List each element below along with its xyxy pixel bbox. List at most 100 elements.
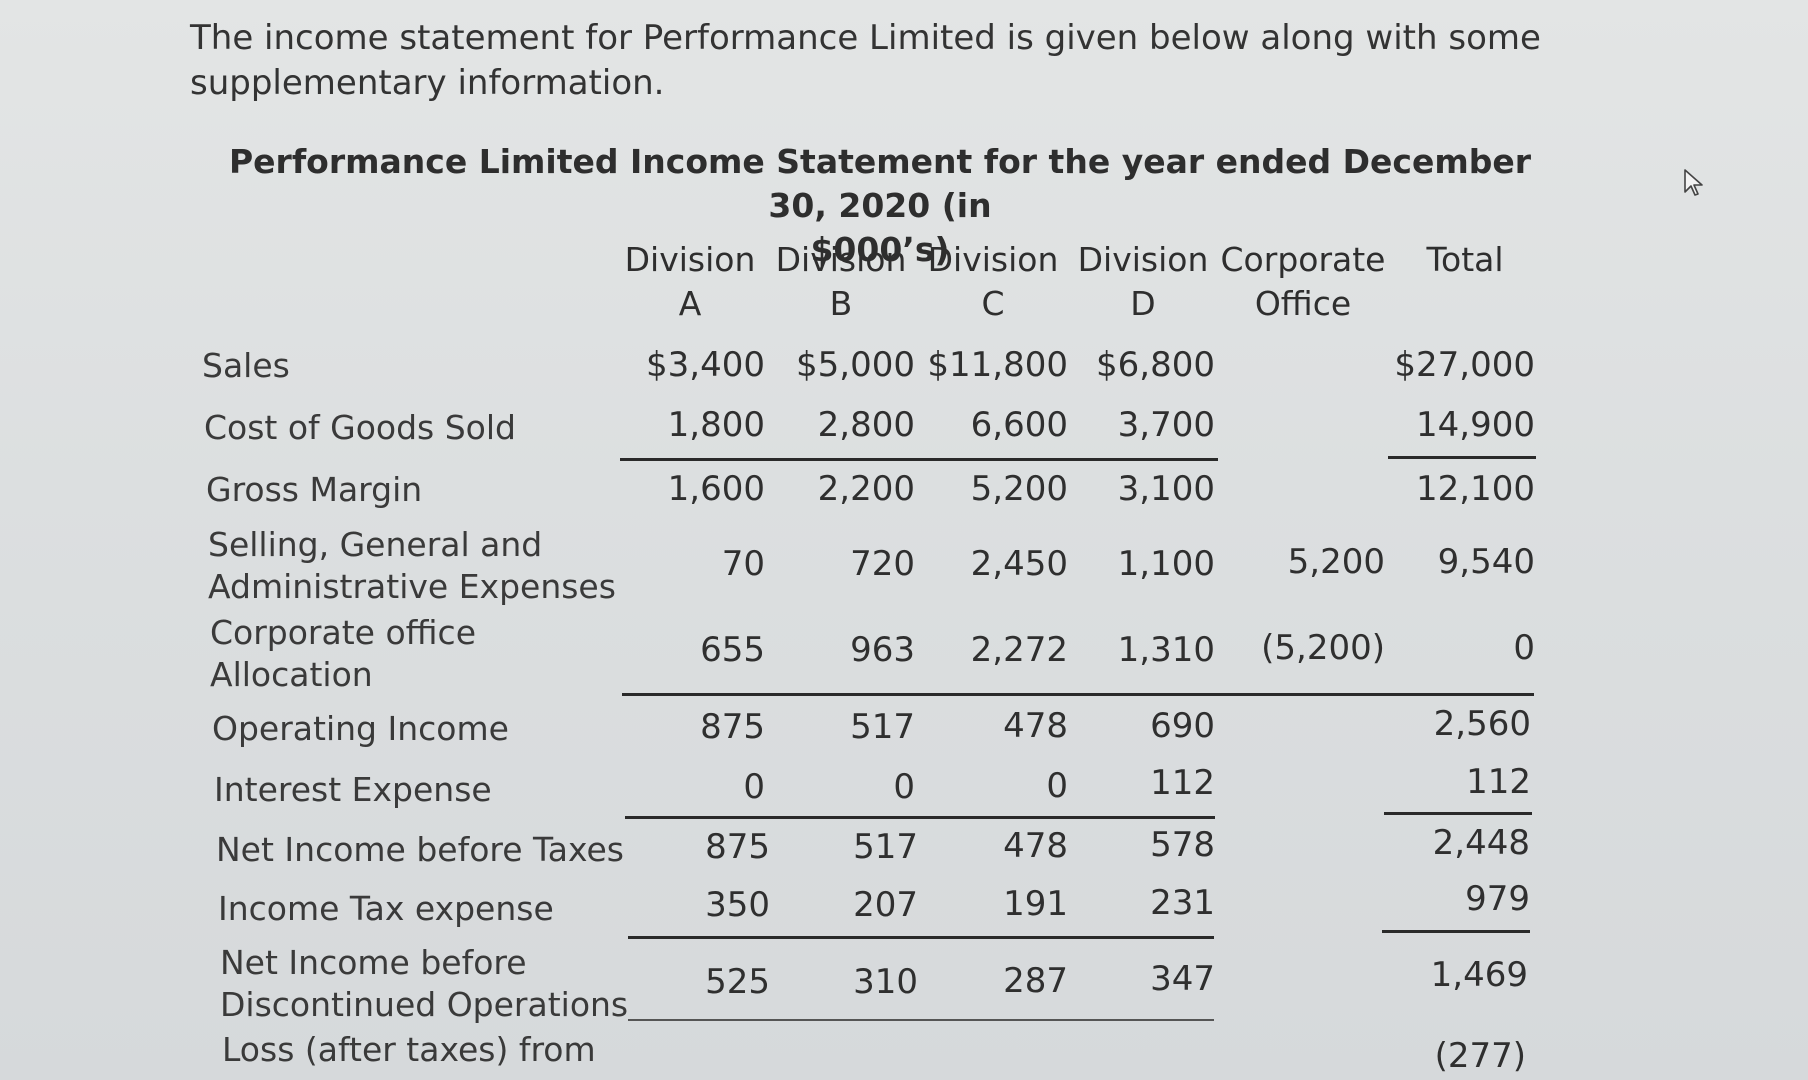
cell-nibdo-c: 287 bbox=[1003, 961, 1068, 1001]
column-header-line: Corporate bbox=[1220, 240, 1386, 279]
row-label-line: Income Tax expense bbox=[218, 889, 554, 928]
cell-ie-b: 0 bbox=[893, 767, 915, 807]
row-label-line: Administrative Expenses bbox=[208, 567, 616, 606]
cell-tax-a: 350 bbox=[705, 885, 770, 925]
column-header-division-d: Division D bbox=[1068, 238, 1218, 326]
cell-oi-b: 517 bbox=[850, 707, 915, 747]
row-label-line: Allocation bbox=[210, 655, 373, 694]
cell-gm-c: 5,200 bbox=[970, 469, 1068, 509]
cell-alloc-c: 2,272 bbox=[970, 630, 1068, 670]
underline-rule bbox=[622, 693, 1534, 696]
cell-nibdo-a: 525 bbox=[705, 962, 770, 1002]
row-label-line: Cost of Goods Sold bbox=[204, 408, 516, 447]
row-label-line: Net Income before bbox=[220, 943, 527, 982]
cell-alloc-d: 1,310 bbox=[1117, 630, 1215, 670]
column-header-division-b: Division B bbox=[766, 238, 916, 326]
underline-rule bbox=[1384, 812, 1532, 815]
cell-gm-b: 2,200 bbox=[817, 469, 915, 509]
cell-sales-d: $6,800 bbox=[1096, 345, 1215, 385]
cell-alloc-a: 655 bbox=[700, 630, 765, 670]
row-label-interest-expense: Interest Expense bbox=[214, 769, 492, 811]
statement-title: Performance Limited Income Statement for… bbox=[200, 140, 1560, 272]
cell-nibt-b: 517 bbox=[853, 827, 918, 867]
cell-oi-d: 690 bbox=[1150, 706, 1215, 746]
row-label-line: Discontinued Operations bbox=[220, 985, 629, 1024]
row-label-line: Operating Income bbox=[212, 709, 509, 748]
cell-alloc-b: 963 bbox=[850, 630, 915, 670]
cell-sales-c: $11,800 bbox=[927, 345, 1068, 385]
cell-sga-a: 70 bbox=[721, 544, 765, 584]
cell-oi-a: 875 bbox=[700, 707, 765, 747]
row-label-corp-allocation: Corporate office Allocation bbox=[210, 612, 476, 696]
cell-cogs-b: 2,800 bbox=[817, 405, 915, 445]
cell-alloc-total: 0 bbox=[1513, 628, 1535, 668]
cell-ie-d: 112 bbox=[1150, 763, 1215, 803]
column-header-division-a: Division A bbox=[615, 238, 765, 326]
cell-cogs-d: 3,700 bbox=[1117, 405, 1215, 445]
cell-sales-b: $5,000 bbox=[796, 345, 915, 385]
cell-tax-c: 191 bbox=[1003, 884, 1068, 924]
underline-rule bbox=[1382, 930, 1530, 933]
column-header-total: Total bbox=[1390, 238, 1540, 282]
row-label-line: Corporate office bbox=[210, 613, 476, 652]
row-label-sga: Selling, General and Administrative Expe… bbox=[208, 524, 616, 608]
row-label-sales: Sales bbox=[202, 345, 290, 387]
mouse-pointer-icon bbox=[1684, 169, 1703, 196]
cell-ie-total: 112 bbox=[1466, 762, 1531, 802]
column-header-line: Division bbox=[775, 240, 907, 279]
cell-ie-a: 0 bbox=[743, 767, 765, 807]
cell-gm-d: 3,100 bbox=[1117, 469, 1215, 509]
cell-gm-total: 12,100 bbox=[1416, 469, 1535, 509]
cell-nibt-c: 478 bbox=[1003, 826, 1068, 866]
column-header-line: Division bbox=[927, 240, 1059, 279]
cell-sga-d: 1,100 bbox=[1117, 544, 1215, 584]
column-header-line: A bbox=[678, 284, 702, 323]
cell-sales-total: $27,000 bbox=[1394, 345, 1535, 385]
cell-nibdo-d: 347 bbox=[1150, 959, 1215, 999]
cell-nibdo-total: 1,469 bbox=[1430, 955, 1528, 995]
row-label-ni-before-discontinued: Net Income before Discontinued Operation… bbox=[220, 942, 628, 1026]
cell-tax-d: 231 bbox=[1150, 883, 1215, 923]
underline-rule bbox=[628, 936, 1214, 939]
statement-title-line-1: Performance Limited Income Statement for… bbox=[228, 142, 1531, 225]
column-header-line: Total bbox=[1426, 240, 1504, 279]
cell-sales-a: $3,400 bbox=[646, 345, 765, 385]
underline-rule bbox=[628, 1019, 1214, 1021]
row-label-line: Selling, General and bbox=[208, 525, 543, 564]
row-label-operating-income: Operating Income bbox=[212, 708, 509, 750]
row-label-line: Gross Margin bbox=[206, 470, 423, 509]
cell-nibt-total: 2,448 bbox=[1432, 823, 1530, 863]
cell-cogs-a: 1,800 bbox=[667, 405, 765, 445]
column-header-line: B bbox=[829, 284, 853, 323]
cell-sga-b: 720 bbox=[850, 544, 915, 584]
intro-text: The income statement for Performance Lim… bbox=[190, 18, 1541, 103]
underline-rule bbox=[625, 816, 1215, 819]
column-header-corporate-office: Corporate Office bbox=[1218, 238, 1388, 326]
row-label-line: Interest Expense bbox=[214, 770, 492, 809]
cell-nibdo-b: 310 bbox=[853, 962, 918, 1002]
row-label-line: Net Income before Taxes bbox=[216, 830, 624, 869]
underline-rule bbox=[1388, 456, 1536, 459]
cell-gm-a: 1,600 bbox=[667, 469, 765, 509]
underline-rule bbox=[620, 458, 1218, 461]
row-label-cogs: Cost of Goods Sold bbox=[204, 407, 516, 449]
cell-oi-c: 478 bbox=[1003, 706, 1068, 746]
column-header-line: C bbox=[981, 284, 1005, 323]
column-header-line: Office bbox=[1254, 284, 1352, 323]
cell-cogs-c: 6,600 bbox=[970, 405, 1068, 445]
cell-sga-corp: 5,200 bbox=[1287, 542, 1385, 582]
row-label-line: Loss (after taxes) from bbox=[222, 1030, 596, 1069]
cell-oi-total: 2,560 bbox=[1433, 704, 1531, 744]
row-label-loss-after-taxes: Loss (after taxes) from bbox=[222, 1029, 596, 1071]
column-header-line: Division bbox=[624, 240, 756, 279]
row-label-income-tax: Income Tax expense bbox=[218, 888, 554, 930]
cell-cogs-total: 14,900 bbox=[1416, 405, 1535, 445]
cell-sga-total: 9,540 bbox=[1437, 542, 1535, 582]
row-label-line: Sales bbox=[202, 346, 290, 385]
column-header-division-c: Division C bbox=[918, 238, 1068, 326]
cell-ie-c: 0 bbox=[1046, 766, 1068, 806]
cell-tax-b: 207 bbox=[853, 885, 918, 925]
statement-title-line-2: $000’s) bbox=[810, 230, 950, 269]
cell-loss-total: (277) bbox=[1434, 1036, 1526, 1076]
cell-nibt-d: 578 bbox=[1150, 825, 1215, 865]
